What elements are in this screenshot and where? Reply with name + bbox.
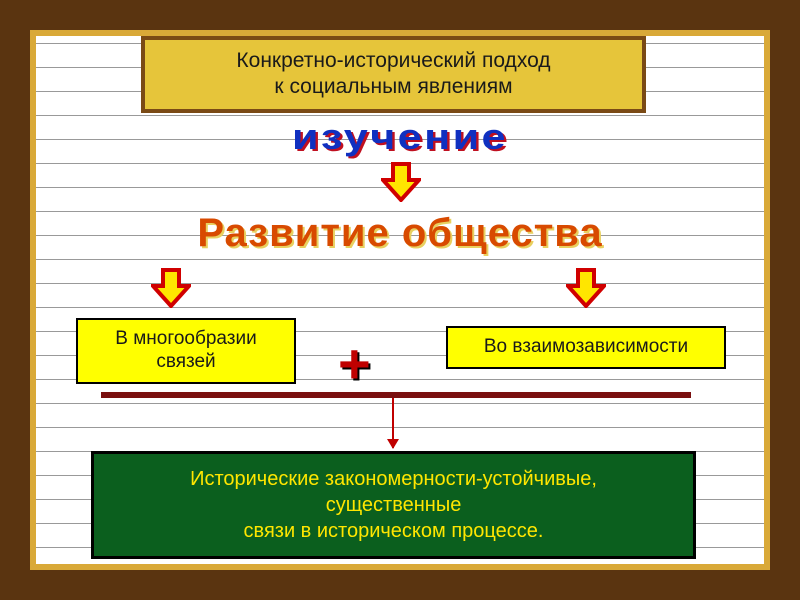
title-line-1: Конкретно-исторический подход xyxy=(236,49,550,72)
arrow-down-icon xyxy=(151,268,191,308)
branch-box-left: В многообразии связей xyxy=(76,318,296,384)
study-label-text: изучение xyxy=(292,116,508,157)
horizontal-divider xyxy=(101,392,691,398)
title-line-2: к социальным явлениям xyxy=(274,75,512,98)
conclusion-box: Исторические закономерности-устойчивые, … xyxy=(91,451,696,559)
development-title-text: Развитие общества xyxy=(197,211,602,255)
box-right-text: Во взаимозависимости xyxy=(484,336,688,357)
plus-icon: + xyxy=(338,336,371,392)
slide-content: Конкретно-исторический подход к социальн… xyxy=(36,36,764,564)
bottom-line3: связи в историческом процессе. xyxy=(244,520,544,542)
slide-outer-frame: Конкретно-исторический подход к социальн… xyxy=(0,0,800,600)
development-title: Развитие общества xyxy=(36,211,764,256)
box-left-line1: В многообразии xyxy=(115,328,256,349)
bottom-line1: Исторические закономерности-устойчивые, xyxy=(190,468,597,490)
branch-box-right: Во взаимозависимости xyxy=(446,326,726,369)
slide-inner-frame: Конкретно-исторический подход к социальн… xyxy=(30,30,770,570)
title-box: Конкретно-исторический подход к социальн… xyxy=(141,36,646,113)
bottom-line2: существенные xyxy=(326,494,462,516)
arrow-down-icon xyxy=(381,162,421,202)
thin-arrow-down-icon xyxy=(392,398,394,448)
box-left-line2: связей xyxy=(156,351,215,372)
study-label: изучение xyxy=(0,116,800,158)
arrow-down-icon xyxy=(566,268,606,308)
